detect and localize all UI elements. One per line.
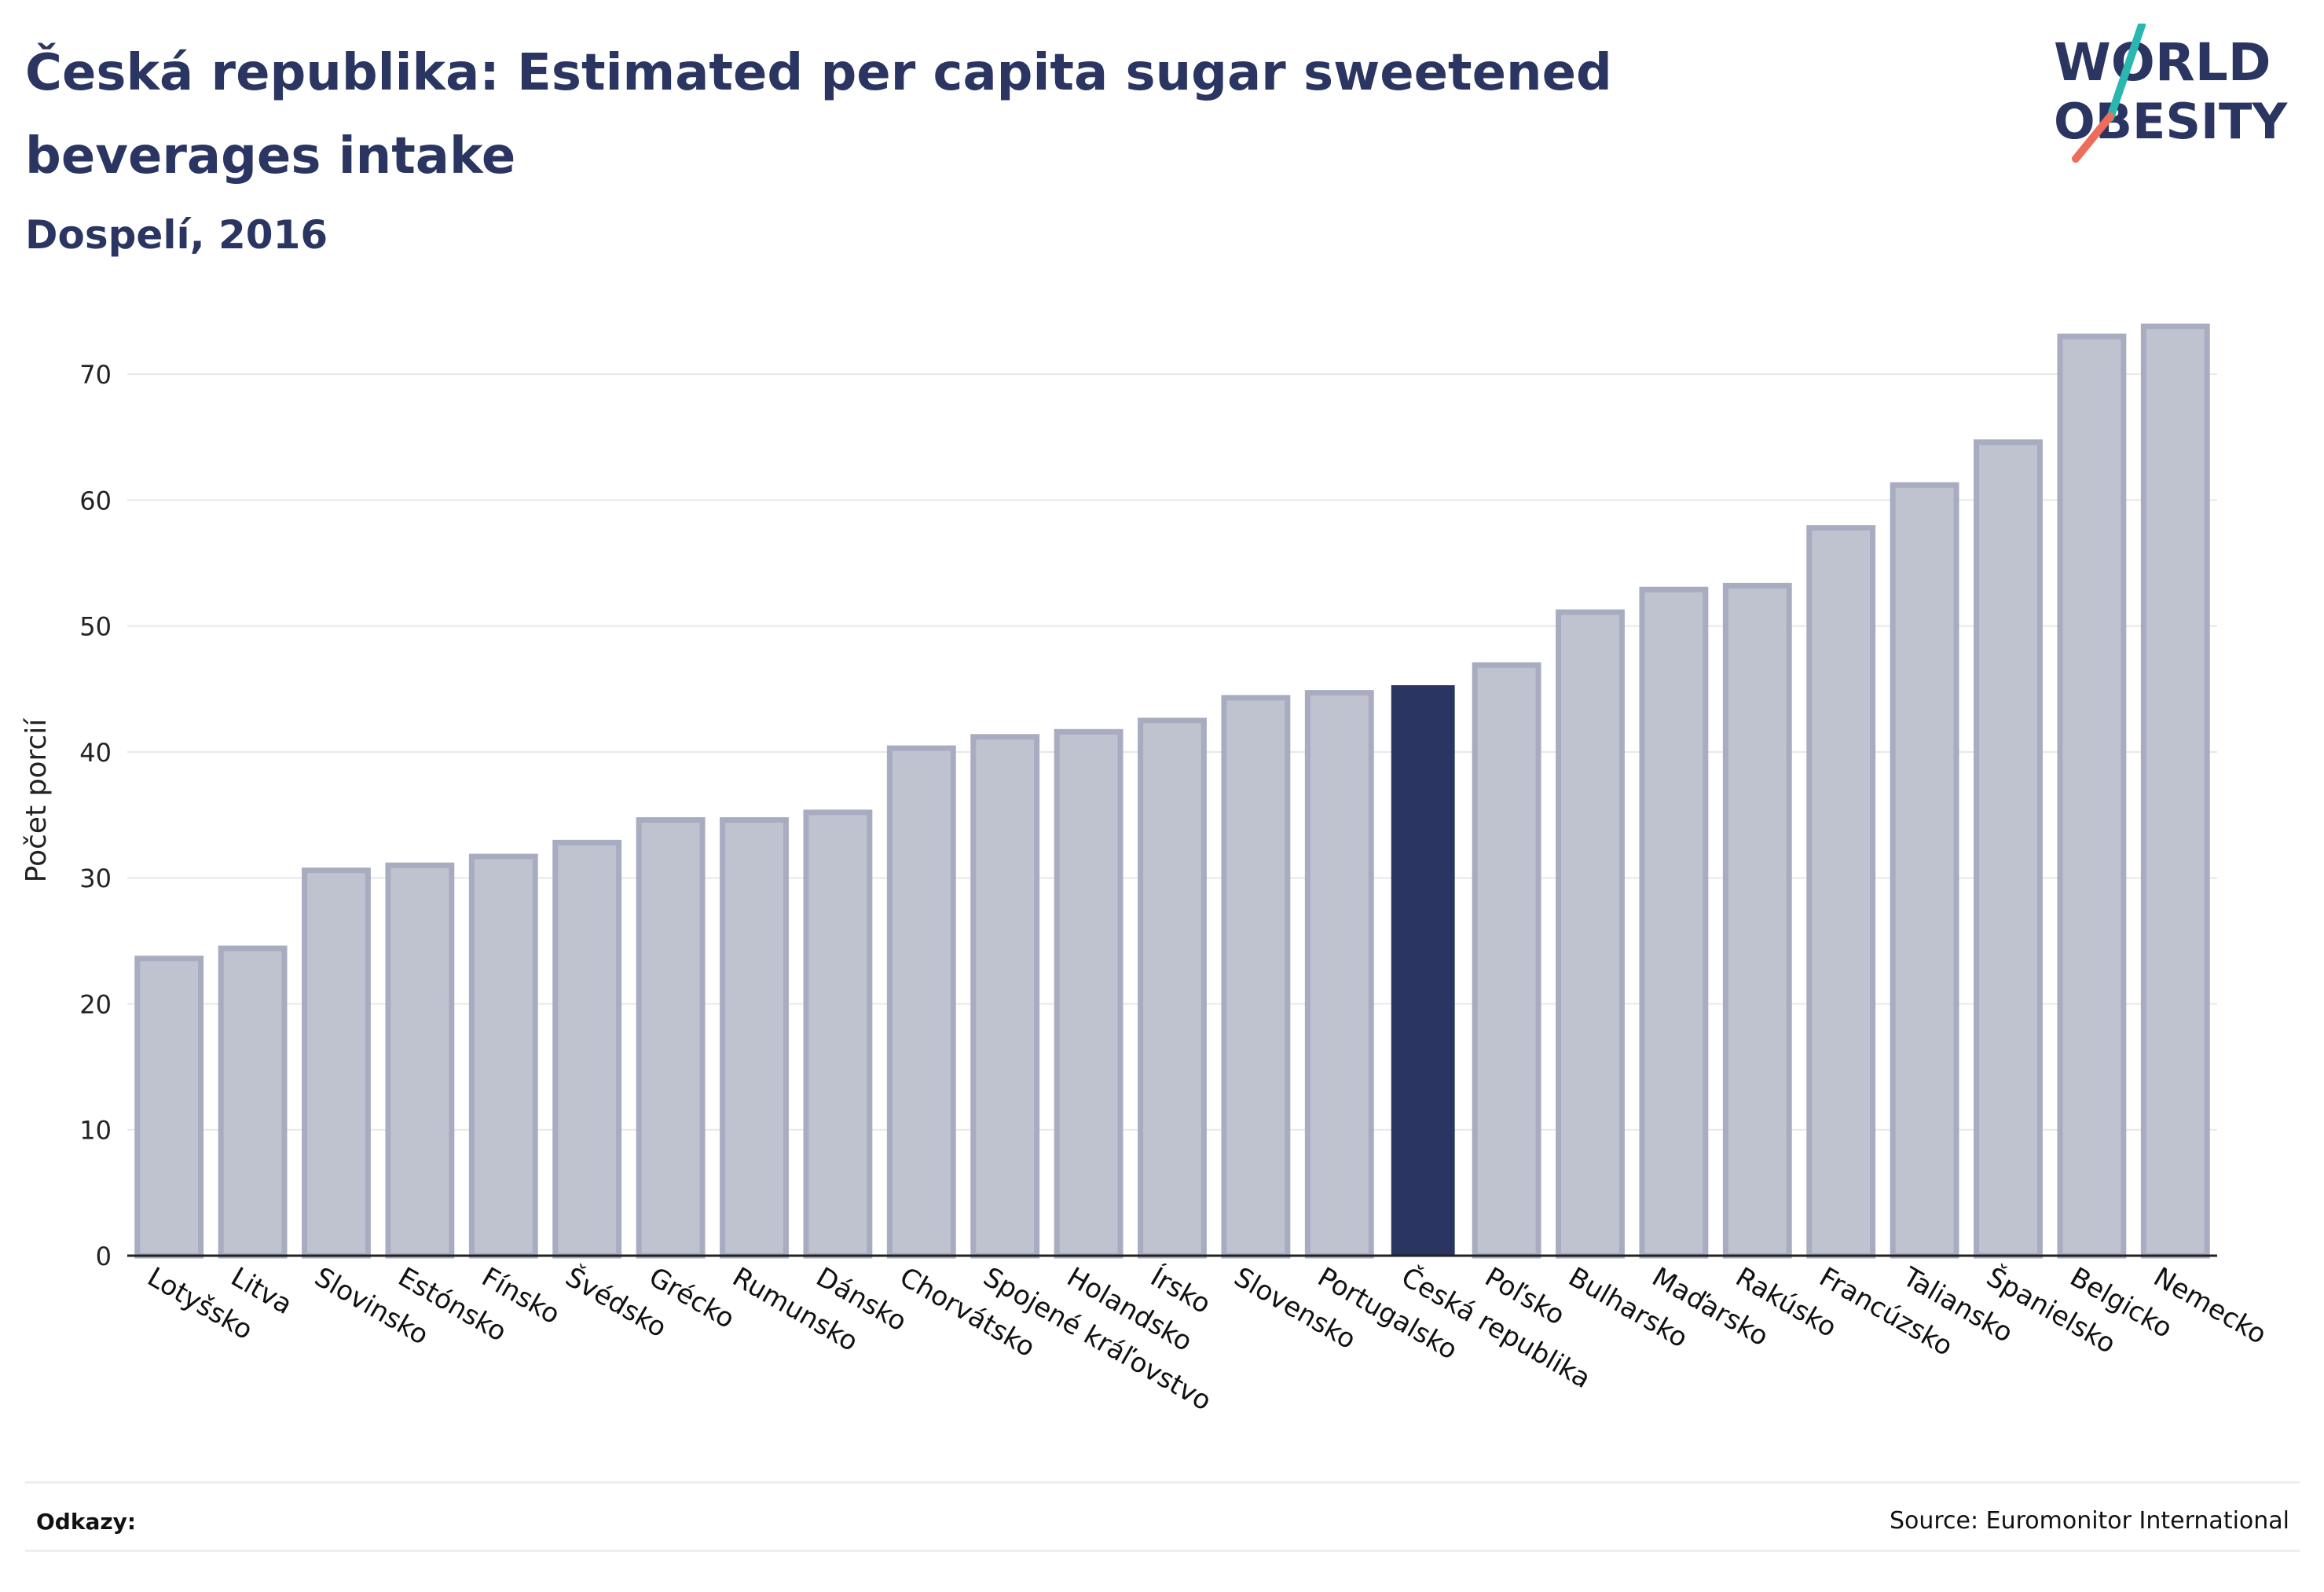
bar-Taliansko	[1890, 482, 1959, 1259]
y-tick-label: 70	[79, 360, 112, 390]
bar-Holandsko	[1054, 728, 1124, 1259]
y-tick-label: 10	[79, 1116, 112, 1146]
bar-Írsko	[1138, 717, 1207, 1259]
bar-Portugalsko	[1304, 690, 1374, 1259]
bar-Francúzsko	[1806, 525, 1876, 1259]
bar-Fínsko	[468, 853, 538, 1259]
bar-Litva	[218, 945, 288, 1259]
logo-slash-bottom	[2072, 112, 2114, 163]
y-tick-label: 40	[79, 738, 112, 768]
bar-Estónsko	[385, 862, 455, 1259]
bar-Bulharsko	[1556, 609, 1625, 1259]
x-tick-label: Nemecko	[2148, 1261, 2271, 1351]
world-obesity-logo: WORLD OBESITY	[2054, 24, 2288, 163]
logo-slash-top	[2106, 24, 2146, 122]
chart-subtitle: Dospelí, 2016	[25, 212, 328, 258]
bar-Poľsko	[1472, 662, 1541, 1259]
bar-Grécko	[636, 816, 706, 1259]
references-label: Odkazy:	[36, 1509, 137, 1535]
source-text: Source: Euromonitor International	[1889, 1507, 2289, 1535]
y-axis-label: Počet porcií	[20, 718, 53, 883]
footer-divider-bottom	[25, 1550, 2300, 1552]
bar-Belgicko	[2057, 333, 2127, 1259]
bar-Slovensko	[1221, 695, 1291, 1259]
logo-text-world: WORLD	[2054, 32, 2271, 93]
y-tick-label: 30	[79, 864, 112, 893]
bar-Lotyšsko	[134, 956, 204, 1259]
bars	[134, 323, 2210, 1259]
bar-Česká republika	[1391, 685, 1455, 1256]
bar-Španielsko	[1974, 439, 2043, 1259]
y-tick-label: 50	[79, 612, 112, 642]
y-axis-ticks: 0 10 20 30 40 50 60 70	[79, 360, 112, 1271]
bar-Rumunsko	[720, 816, 789, 1259]
bar-Slovinsko	[302, 868, 371, 1259]
bar-Maďarsko	[1639, 586, 1709, 1259]
bar-Chorvátsko	[886, 745, 956, 1259]
bar-Švédsko	[552, 839, 622, 1259]
y-tick-label: 0	[96, 1242, 112, 1271]
y-tick-label: 60	[79, 486, 112, 515]
footer-divider-top	[25, 1481, 2300, 1484]
bar-Spojené kráľovstvo	[970, 734, 1040, 1259]
bar-Dánsko	[803, 809, 873, 1259]
bar-Nemecko	[2140, 323, 2210, 1259]
y-tick-label: 20	[79, 989, 112, 1019]
bar-Rakúsko	[1722, 582, 1792, 1259]
chart-title: Česká republika: Estimated per capita su…	[25, 44, 1612, 185]
